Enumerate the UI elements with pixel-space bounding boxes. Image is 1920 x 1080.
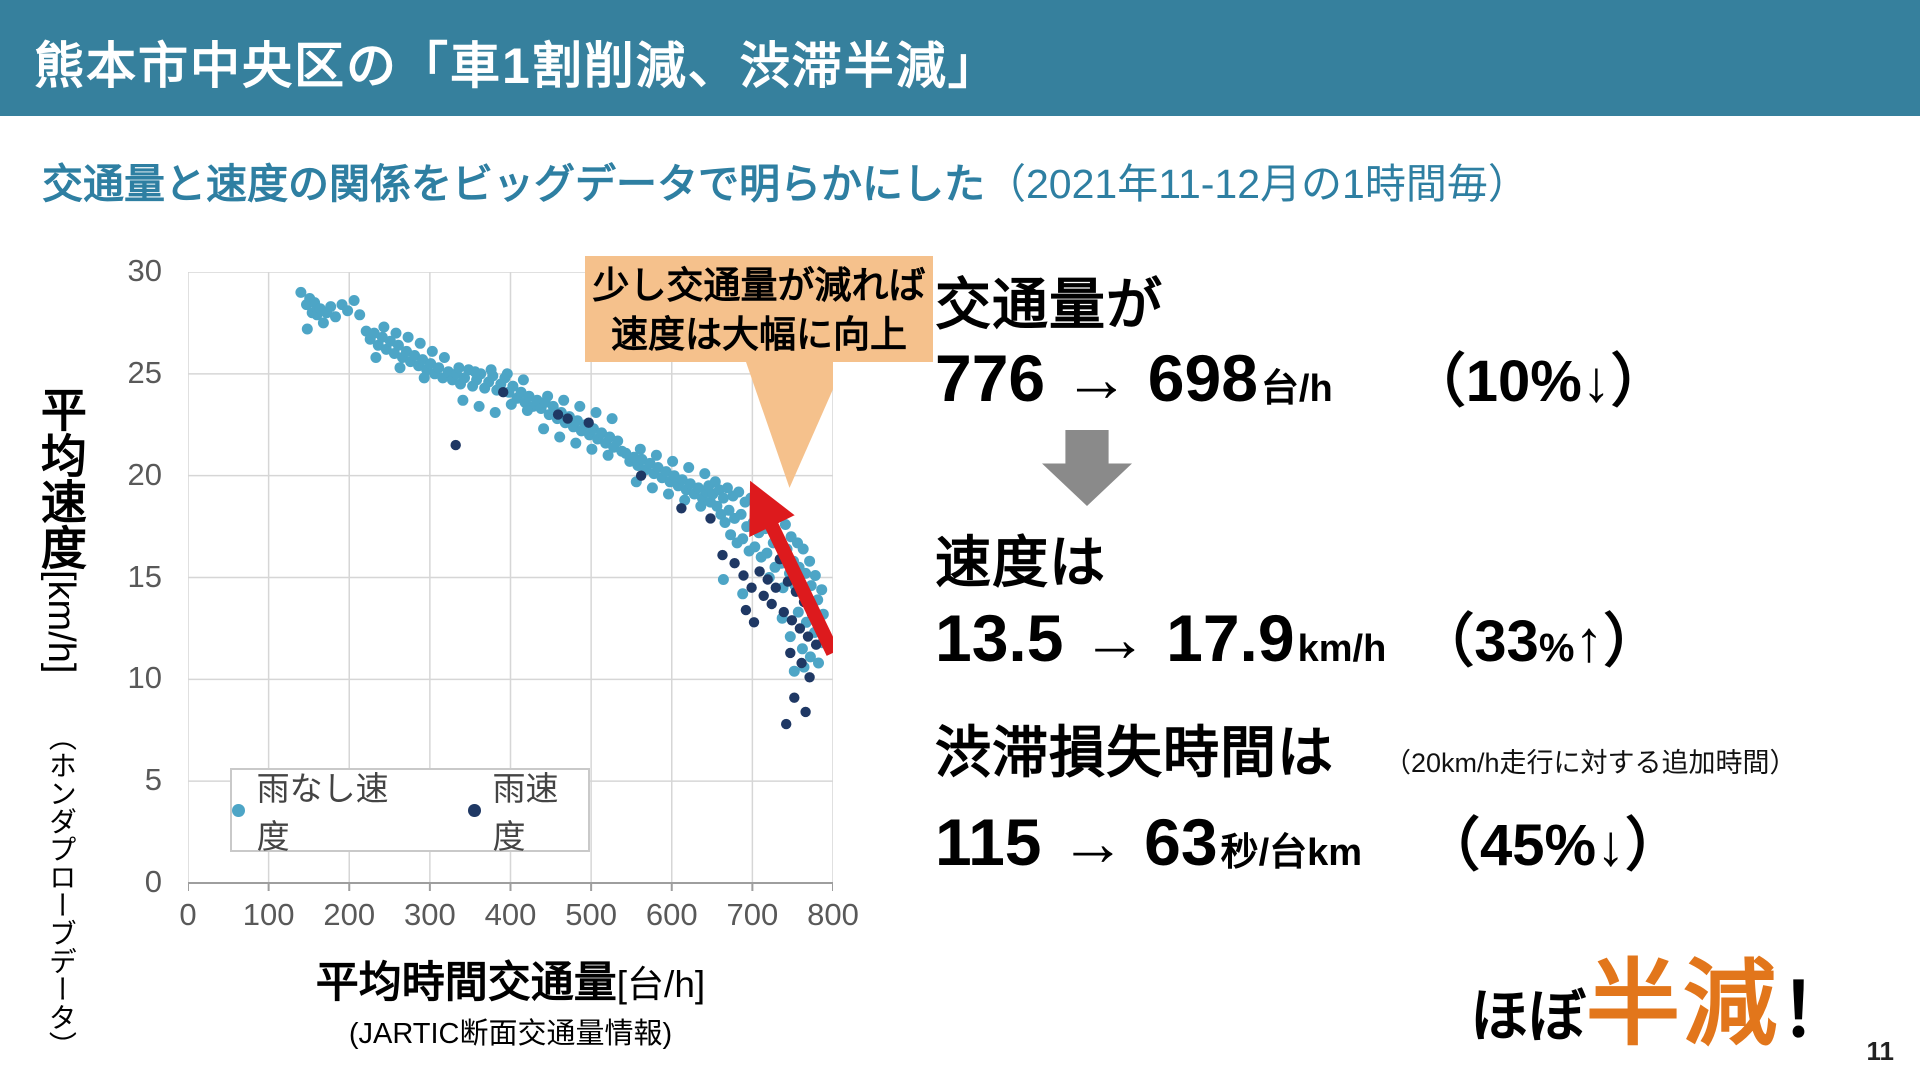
congestion-loss-note: （20km/h走行に対する追加時間） bbox=[1384, 748, 1797, 778]
conclusion-exclamation: ！ bbox=[1780, 969, 1854, 1052]
congestion-loss-change: （45% ↓） bbox=[1422, 813, 1684, 878]
congestion-loss-label: 渋滞損失時間は bbox=[935, 721, 1334, 784]
congestion-loss-numbers: 115 → 63 bbox=[935, 805, 1218, 879]
y-axis-title: 平均速度[km/h] （ホンダプローブデータ） bbox=[34, 386, 87, 1059]
y-tick-label: 5 bbox=[144, 762, 162, 798]
speed-numbers: 13.5 → 17.9 bbox=[935, 601, 1295, 675]
subtitle-main-text: 交通量と速度の関係をビッグデータで明らかにした bbox=[42, 161, 985, 207]
congestion-loss-value: 115 → 63 秒/台km （45% ↓） bbox=[935, 798, 1683, 882]
legend-dot-dry-icon bbox=[232, 803, 245, 817]
slide-header: 熊本市中央区の「車1割削減、渋滞半減」 bbox=[0, 0, 1920, 116]
y-axis-tick-labels: 0 5 10 15 20 25 30 bbox=[78, 253, 178, 899]
traffic-volume-value: 776 → 698 台/h （10% ↓） bbox=[935, 334, 1669, 418]
y-tick-label: 0 bbox=[144, 864, 162, 899]
traffic-volume-unit: 台/h bbox=[1260, 368, 1333, 410]
x-tick-label: 200 bbox=[323, 897, 376, 932]
x-tick-label: 700 bbox=[726, 897, 779, 932]
legend-item-rain: 雨速度 bbox=[467, 762, 588, 858]
legend-dot-rain-icon bbox=[467, 803, 481, 817]
x-tick-label: 100 bbox=[242, 897, 295, 932]
conclusion-prefix: ほぼ bbox=[1469, 984, 1586, 1049]
x-tick-label: 800 bbox=[807, 897, 859, 932]
x-axis-title: 平均時間交通量[台/h] bbox=[188, 948, 833, 1010]
speed-change: （33% ↑） bbox=[1416, 609, 1662, 674]
y-tick-label: 15 bbox=[127, 558, 162, 594]
chart-legend: 雨なし速度 雨速度 bbox=[230, 768, 590, 855]
callout-line1: 少し交通量が減れば bbox=[592, 265, 926, 306]
scatter-plot bbox=[188, 272, 833, 891]
legend-label-rain: 雨速度 bbox=[492, 770, 559, 855]
x-tick-label: 300 bbox=[404, 897, 456, 932]
legend-item-dry: 雨なし速度 bbox=[232, 762, 416, 858]
x-tick-label: 400 bbox=[484, 897, 537, 932]
callout-line2: 速度は大幅に向上 bbox=[611, 314, 907, 355]
callout-bubble: 少し交通量が減れば 速度は大幅に向上 bbox=[585, 256, 933, 362]
slide-title: 熊本市中央区の「車1割削減、渋滞半減」 bbox=[34, 38, 1000, 94]
x-axis-source-note: (JARTIC断面交通量情報) bbox=[348, 1018, 673, 1050]
x-tick-label: 600 bbox=[645, 897, 698, 932]
speed-value: 13.5 → 17.9 km/h （33% ↑） bbox=[935, 594, 1661, 678]
x-tick-label: 500 bbox=[565, 897, 617, 932]
congestion-loss-label-row: 渋滞損失時間は （20km/h走行に対する追加時間） bbox=[935, 708, 1797, 789]
speed-unit: km/h bbox=[1297, 628, 1387, 670]
slide-subtitle: 交通量と速度の関係をビッグデータで明らかにした（2021年11-12月の1時間毎… bbox=[42, 150, 1529, 210]
x-axis-unit: [台/h] bbox=[616, 964, 706, 1005]
speed-label: 速度は bbox=[935, 531, 1106, 594]
y-tick-label: 20 bbox=[127, 456, 162, 492]
conclusion-highlight: 半減 bbox=[1585, 951, 1780, 1056]
x-axis-title-text: 平均時間交通量 bbox=[315, 959, 617, 1007]
conclusion-text: ほぼ 半減！ bbox=[1470, 928, 1854, 1064]
y-tick-label: 25 bbox=[127, 354, 162, 390]
page-number: 11 bbox=[1866, 1036, 1895, 1066]
subtitle-period-text: （2021年11-12月の1時間毎） bbox=[985, 161, 1529, 207]
y-axis-unit: [km/h] bbox=[39, 570, 82, 674]
x-tick-label: 0 bbox=[179, 897, 197, 932]
down-arrow-icon bbox=[1042, 430, 1132, 506]
y-axis-source-note: （ホンダプローブデータ） bbox=[45, 723, 77, 1060]
traffic-volume-numbers: 776 → 698 bbox=[935, 341, 1258, 415]
x-axis-tick-labels: 0 100 200 300 400 500 600 700 800 bbox=[179, 897, 858, 937]
y-tick-label: 10 bbox=[127, 660, 162, 696]
traffic-volume-change: （10% ↓） bbox=[1407, 349, 1669, 414]
y-axis-title-text: 平均速度[km/h] bbox=[34, 386, 87, 674]
traffic-volume-label: 交通量が bbox=[935, 273, 1163, 336]
y-tick-label: 30 bbox=[127, 253, 162, 288]
congestion-loss-unit: 秒/台km bbox=[1220, 832, 1363, 874]
legend-label-dry: 雨なし速度 bbox=[256, 770, 389, 855]
